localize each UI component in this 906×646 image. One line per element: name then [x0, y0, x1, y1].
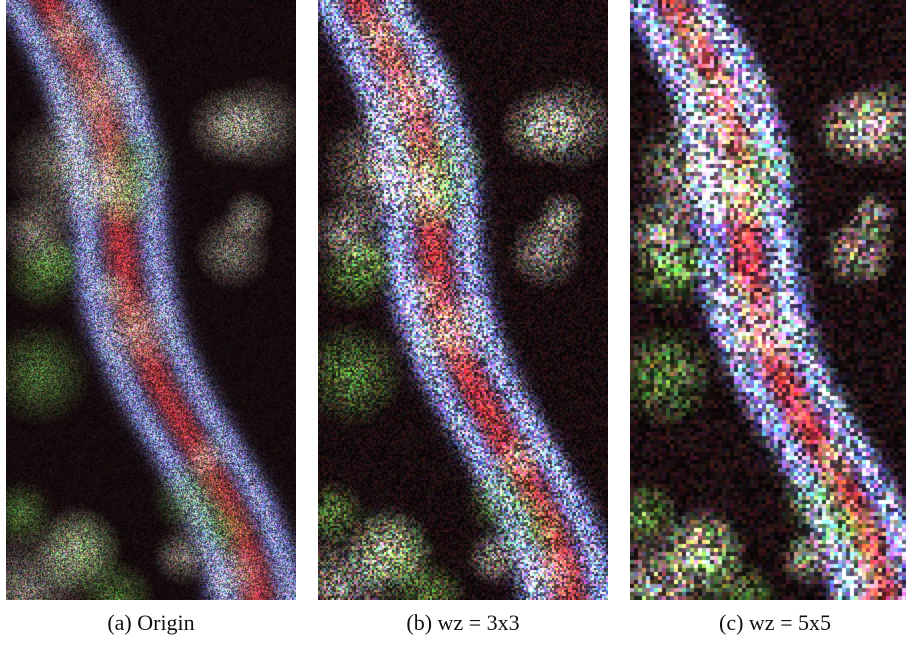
panel-origin: (a) Origin: [6, 0, 296, 646]
sar-image-5x5: [630, 0, 906, 600]
caption-3x3: (b) wz = 3x3: [406, 610, 520, 635]
sar-image-origin: [6, 0, 296, 600]
sar-image-3x3: [318, 0, 608, 600]
caption-origin: (a) Origin: [107, 610, 195, 635]
panel-3x3: (b) wz = 3x3: [318, 0, 608, 646]
caption-5x5: (c) wz = 5x5: [719, 610, 831, 635]
panel-5x5: (c) wz = 5x5: [630, 0, 906, 646]
